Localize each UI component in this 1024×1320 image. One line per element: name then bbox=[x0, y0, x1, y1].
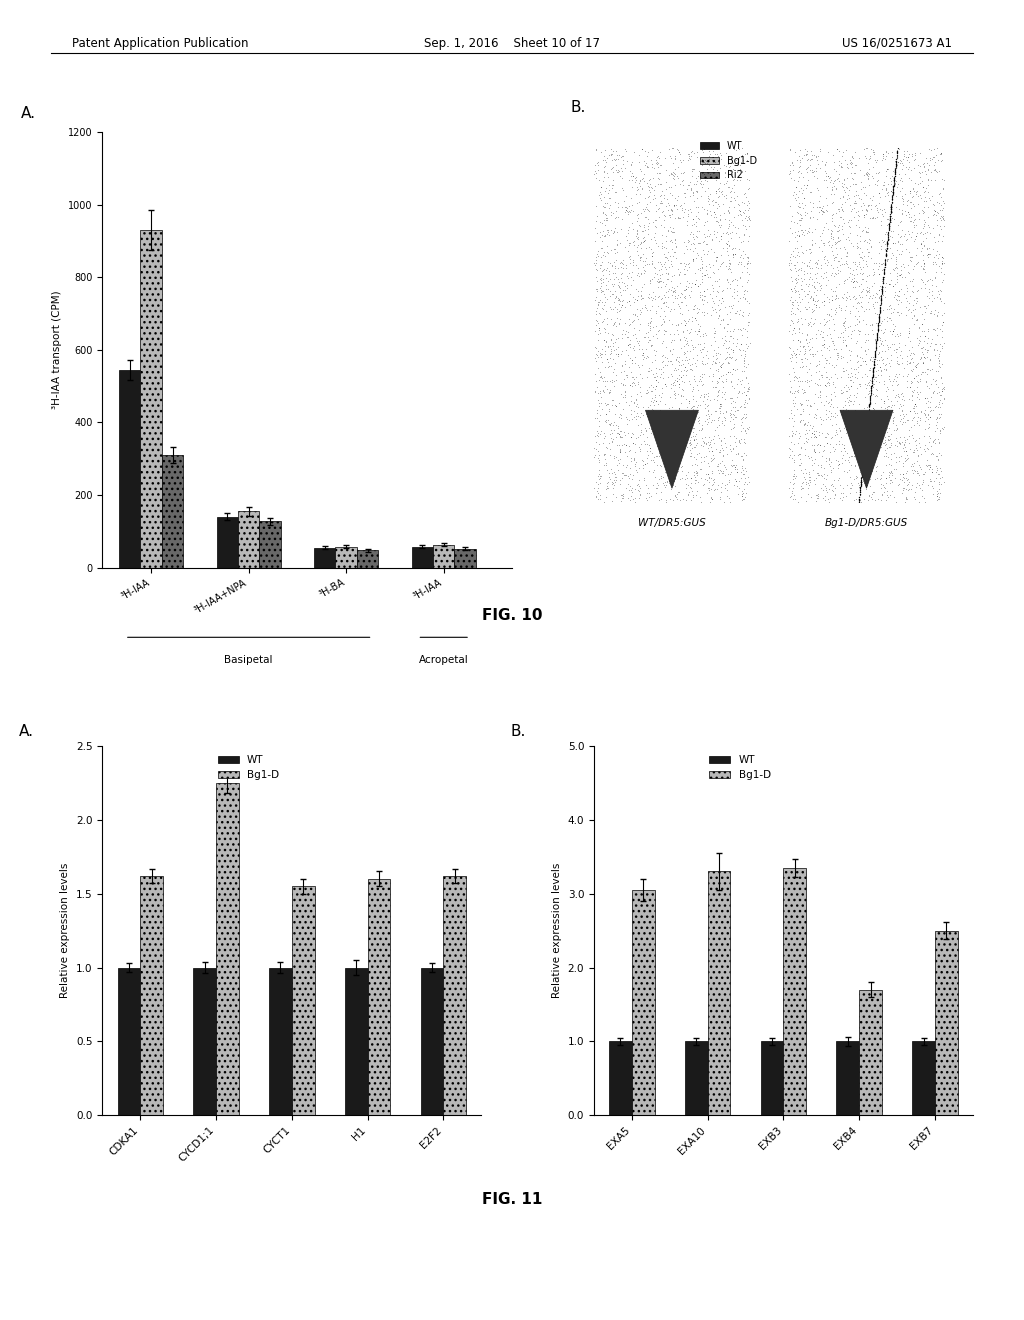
Bar bbox=[259, 521, 281, 568]
Bar bbox=[783, 867, 806, 1115]
Bar bbox=[455, 549, 476, 568]
Text: Acropetal: Acropetal bbox=[419, 655, 469, 665]
Bar bbox=[194, 968, 216, 1115]
Bar bbox=[345, 968, 368, 1115]
Text: US 16/0251673 A1: US 16/0251673 A1 bbox=[843, 37, 952, 50]
Bar bbox=[119, 370, 140, 568]
Bar bbox=[238, 511, 259, 568]
Bar bbox=[162, 455, 183, 568]
Bar bbox=[859, 990, 882, 1115]
Bar bbox=[140, 230, 162, 568]
Bar bbox=[216, 517, 238, 568]
Bar bbox=[216, 783, 239, 1115]
Text: B.: B. bbox=[570, 100, 586, 115]
Bar bbox=[837, 1041, 859, 1115]
Bar bbox=[912, 1041, 935, 1115]
Text: Basipetal: Basipetal bbox=[224, 655, 273, 665]
Bar bbox=[443, 876, 466, 1115]
Text: A.: A. bbox=[19, 723, 34, 739]
Bar bbox=[140, 876, 163, 1115]
Bar bbox=[609, 1041, 632, 1115]
Y-axis label: Relative expression levels: Relative expression levels bbox=[552, 863, 562, 998]
Y-axis label: ³H-IAA transport (CPM): ³H-IAA transport (CPM) bbox=[52, 290, 62, 409]
Bar bbox=[292, 886, 314, 1115]
Text: FIG. 10: FIG. 10 bbox=[481, 609, 543, 623]
Bar bbox=[412, 546, 433, 568]
Bar bbox=[118, 968, 140, 1115]
Bar bbox=[761, 1041, 783, 1115]
Legend: WT, Bg1-D, Ri2: WT, Bg1-D, Ri2 bbox=[696, 137, 761, 185]
Bar bbox=[336, 546, 357, 568]
Bar bbox=[357, 550, 379, 568]
Text: B.: B. bbox=[511, 723, 526, 739]
Text: WT/DR5:GUS: WT/DR5:GUS bbox=[638, 519, 706, 528]
Bar bbox=[433, 545, 455, 568]
Text: Patent Application Publication: Patent Application Publication bbox=[72, 37, 248, 50]
Legend: WT, Bg1-D: WT, Bg1-D bbox=[706, 751, 775, 784]
Bar bbox=[708, 871, 730, 1115]
Bar bbox=[421, 968, 443, 1115]
Bar bbox=[935, 931, 957, 1115]
Bar bbox=[632, 890, 654, 1115]
Text: Bg1-D/DR5:GUS: Bg1-D/DR5:GUS bbox=[825, 519, 908, 528]
Bar bbox=[269, 968, 292, 1115]
Bar bbox=[368, 879, 390, 1115]
Bar bbox=[314, 548, 336, 568]
Bar bbox=[685, 1041, 708, 1115]
Text: A.: A. bbox=[20, 106, 36, 121]
Text: Sep. 1, 2016    Sheet 10 of 17: Sep. 1, 2016 Sheet 10 of 17 bbox=[424, 37, 600, 50]
Y-axis label: Relative expression levels: Relative expression levels bbox=[60, 863, 71, 998]
Text: FIG. 11: FIG. 11 bbox=[482, 1192, 542, 1206]
Legend: WT, Bg1-D: WT, Bg1-D bbox=[214, 751, 284, 784]
